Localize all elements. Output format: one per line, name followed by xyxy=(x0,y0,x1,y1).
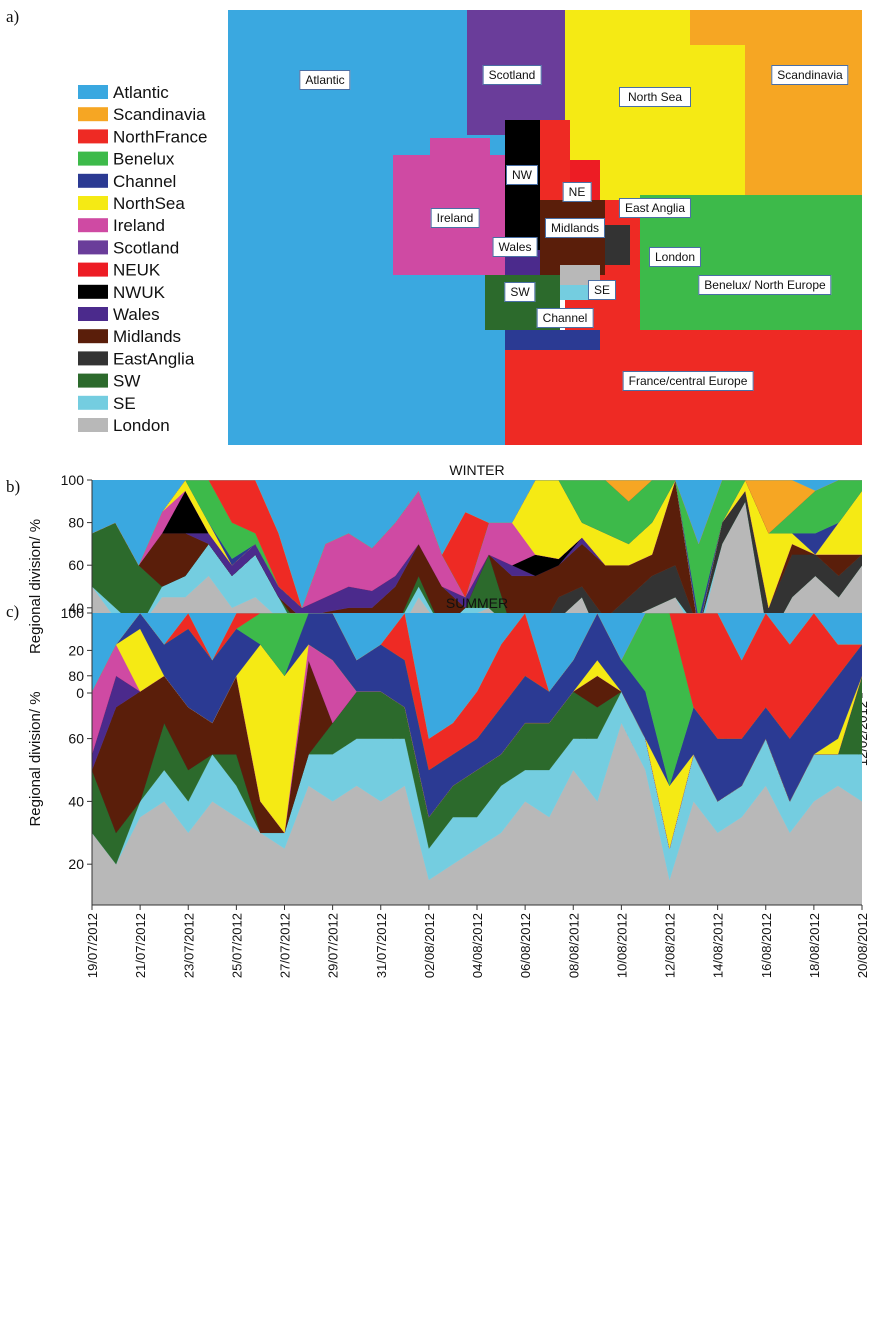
map-label: NE xyxy=(562,182,592,202)
map-region xyxy=(605,225,630,265)
legend-swatch xyxy=(78,85,108,99)
legend-label: SE xyxy=(113,394,136,413)
map-label: North Sea xyxy=(619,87,691,107)
map-label: Channel xyxy=(536,308,594,328)
x-tick-label: 16/08/2012 xyxy=(759,913,774,978)
area-series xyxy=(92,613,862,739)
legend-label: SW xyxy=(113,372,140,391)
legend-swatch xyxy=(78,173,108,188)
y-axis-label: Regional division/ % xyxy=(27,691,44,826)
map-label: Scandinavia xyxy=(771,65,849,85)
map-label: NW xyxy=(506,165,538,185)
y-tick-label: 80 xyxy=(68,515,84,531)
map-region xyxy=(505,330,600,350)
x-tick-label: 12/08/2012 xyxy=(663,913,678,978)
x-tick-label: 23/07/2012 xyxy=(181,913,196,978)
x-tick-label: 02/08/2012 xyxy=(422,913,437,978)
panel-label: b) xyxy=(6,477,20,496)
map-region xyxy=(430,138,490,158)
x-tick-label: 08/08/2012 xyxy=(566,913,581,978)
legend-label: Wales xyxy=(113,305,160,324)
map-label: London xyxy=(648,247,702,267)
legend-swatch xyxy=(78,262,108,277)
chart-title: SUMMER xyxy=(446,595,508,611)
y-tick-label: 40 xyxy=(68,600,84,616)
y-axis-label: Regional division/ % xyxy=(27,519,44,654)
legend-label: Atlantic xyxy=(113,83,169,102)
legend-label: Midlands xyxy=(113,327,181,346)
y-tick-label: 20 xyxy=(68,642,84,658)
y-tick-label: 40 xyxy=(68,793,84,809)
legend-swatch xyxy=(78,373,108,388)
legend-swatch xyxy=(78,129,108,144)
legend-swatch xyxy=(78,218,108,233)
legend-label: Benelux xyxy=(113,150,175,169)
panel-label: c) xyxy=(6,602,19,621)
legend-label: Scotland xyxy=(113,238,179,257)
map-label: Benelux/ North Europe xyxy=(698,275,832,295)
legend-swatch xyxy=(78,418,108,432)
legend-label: NWUK xyxy=(113,283,166,302)
map-label: SW xyxy=(504,282,536,302)
y-tick-label: 60 xyxy=(68,731,84,747)
y-tick-label: 100 xyxy=(61,605,85,621)
x-tick-label: 31/07/2012 xyxy=(374,913,389,978)
legend-label: EastAnglia xyxy=(113,349,195,368)
map-label: France/central Europe xyxy=(622,371,754,391)
y-tick-label: 100 xyxy=(61,472,85,488)
legend-swatch xyxy=(78,329,108,344)
legend-label: NorthSea xyxy=(113,194,185,213)
legend-swatch xyxy=(78,307,108,321)
map-region xyxy=(690,10,862,45)
panel-label: a) xyxy=(6,7,19,26)
x-tick-label: 06/08/2012 xyxy=(518,913,533,978)
legend-swatch xyxy=(78,107,108,122)
legend-swatch xyxy=(78,284,108,299)
map-label: Atlantic xyxy=(299,70,351,90)
y-tick-label: 80 xyxy=(68,668,84,684)
x-tick-label: 19/07/2012 xyxy=(85,913,100,978)
legend-label: Channel xyxy=(113,172,176,191)
y-tick-label: 60 xyxy=(68,557,84,573)
legend-label: London xyxy=(113,416,170,435)
x-tick-label: 29/07/2012 xyxy=(326,913,341,978)
legend-swatch xyxy=(78,395,108,410)
x-tick-label: 27/07/2012 xyxy=(278,913,293,978)
legend-label: NEUK xyxy=(113,261,161,280)
x-tick-label: 04/08/2012 xyxy=(470,913,485,978)
plot-area xyxy=(92,613,862,905)
map-label: Ireland xyxy=(430,208,480,228)
chart-title: WINTER xyxy=(449,462,504,478)
map-label: Midlands xyxy=(544,218,606,238)
x-tick-label: 25/07/2012 xyxy=(229,913,244,978)
legend-swatch xyxy=(78,351,108,366)
legend-label: NorthFrance xyxy=(113,127,207,146)
x-tick-label: 10/08/2012 xyxy=(614,913,629,978)
x-tick-label: 14/08/2012 xyxy=(711,913,726,978)
legend-label: Scandinavia xyxy=(113,105,206,124)
legend-swatch xyxy=(78,196,108,210)
x-tick-label: 20/08/2012 xyxy=(855,913,870,978)
legend-swatch xyxy=(78,151,108,166)
legend-swatch xyxy=(78,240,108,255)
map-label: East Anglia xyxy=(618,198,692,218)
area-series xyxy=(92,480,862,609)
y-tick-label: 20 xyxy=(68,856,84,872)
x-tick-label: 21/07/2012 xyxy=(133,913,148,978)
map-label: SE xyxy=(587,280,617,300)
map-label: Scotland xyxy=(482,65,542,85)
legend-label: Ireland xyxy=(113,216,165,235)
map-label: Wales xyxy=(492,237,538,257)
map-region xyxy=(505,120,540,250)
y-tick-label: 0 xyxy=(76,685,84,701)
x-tick-label: 18/08/2012 xyxy=(807,913,822,978)
